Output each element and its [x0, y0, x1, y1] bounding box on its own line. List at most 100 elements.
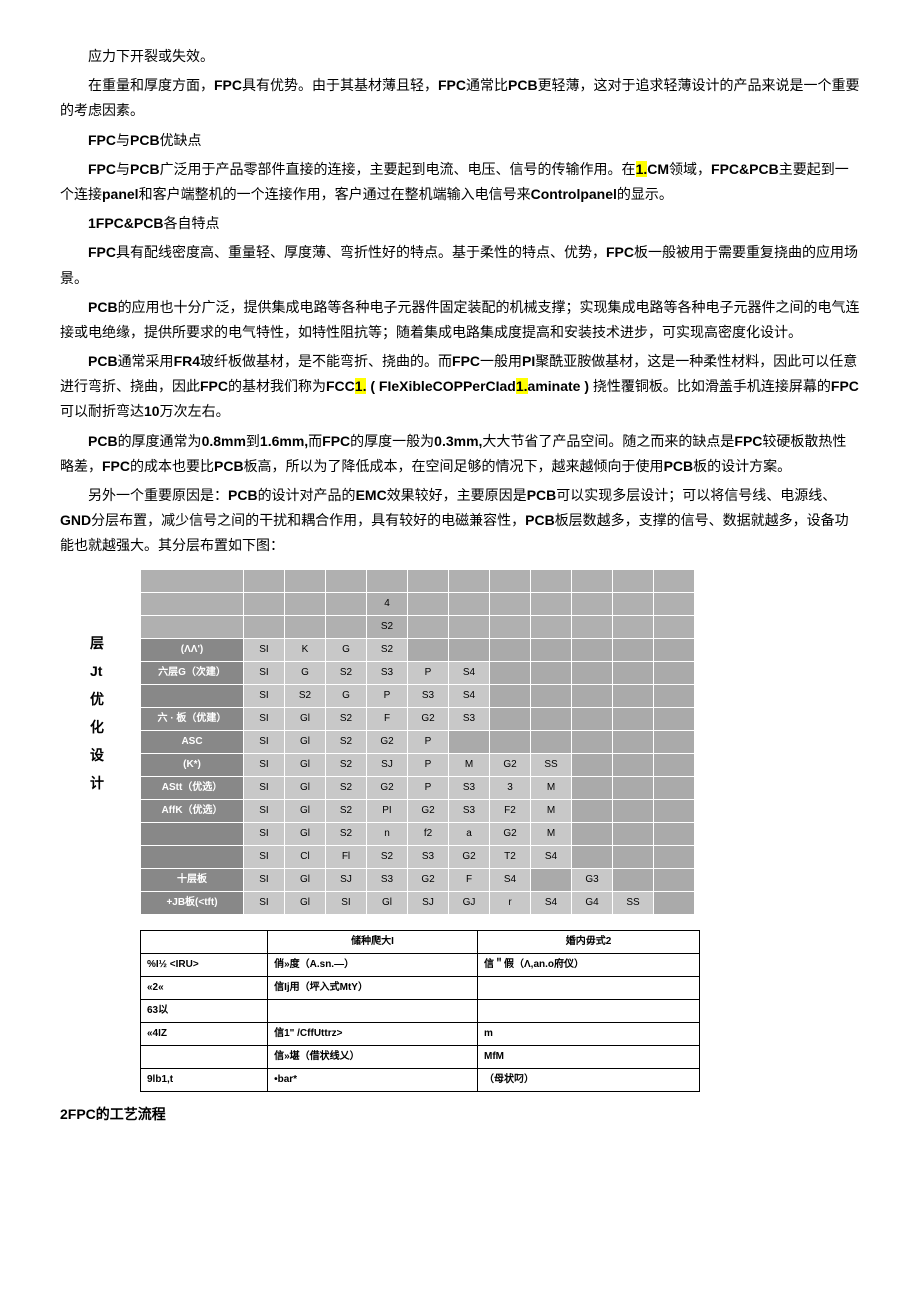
table-row: 十层板SIGlSJS3G2FS4G3 [141, 868, 695, 891]
table-cell [326, 569, 367, 592]
table-cell: S2 [326, 661, 367, 684]
table-cell [531, 684, 572, 707]
table-cell [613, 868, 654, 891]
side-label: 计 [90, 769, 104, 797]
row-label: AffK（优选） [141, 799, 244, 822]
table-cell: S4 [449, 684, 490, 707]
paragraph: FPC具有配线密度高、重量轻、厚度薄、弯折性好的特点。基于柔性的特点、优势，FP… [60, 240, 860, 290]
table-cell: M [449, 753, 490, 776]
text: 具有配线密度高、重量轻、厚度薄、弯折性好的特点。基于柔性的特点、优势， [116, 244, 606, 260]
row-label: AStt（优选） [141, 776, 244, 799]
text: Controlpanel [531, 186, 617, 202]
text: FPC [322, 433, 350, 449]
table-cell [141, 1045, 268, 1068]
table-cell: G2 [367, 730, 408, 753]
text: FPC [734, 433, 762, 449]
table-cell: S2 [326, 799, 367, 822]
text: FR4 [174, 353, 200, 369]
table-cell [654, 776, 695, 799]
table-row: 六层G（次建）SIGS2S3PS4 [141, 661, 695, 684]
row-label [141, 684, 244, 707]
table-cell [490, 707, 531, 730]
table-cell: F [367, 707, 408, 730]
table-cell [141, 615, 244, 638]
table-cell: F2 [490, 799, 531, 822]
table-cell [613, 569, 654, 592]
table-cell: S3 [449, 707, 490, 730]
text: 的应用也十分广泛，提供集成电路等各种电子元器件固定装配的机械支撑；实现集成电路等… [60, 299, 860, 340]
paragraph: FPC与PCB广泛用于产品零部件直接的连接，主要起到电流、电压、信号的传输作用。… [60, 157, 860, 207]
text: 领域， [669, 161, 711, 177]
table-cell: G2 [490, 822, 531, 845]
text: 在重量和厚度方面， [88, 77, 214, 93]
text: 优缺点 [160, 132, 202, 148]
table-header-row [141, 569, 695, 592]
paragraph: PCB通常采用FR4玻纤板做基材，是不能弯折、挠曲的。而FPC一般用PI聚酰亚胺… [60, 349, 860, 425]
table-cell: G3 [572, 868, 613, 891]
paragraph: PCB的厚度通常为0.8mm到1.6mm,而FPC的厚度一般为0.3mm,大大节… [60, 429, 860, 479]
table-cell [408, 569, 449, 592]
text: 的工艺流程 [96, 1106, 166, 1122]
table-cell [654, 822, 695, 845]
table-cell [572, 845, 613, 868]
table-cell [613, 615, 654, 638]
table-cell: SI [244, 799, 285, 822]
table-cell: 63以 [141, 999, 268, 1022]
table-cell [478, 999, 700, 1022]
table-cell: S3 [367, 661, 408, 684]
table-cell: Gl [285, 776, 326, 799]
text: 广泛用于产品零部件直接的连接，主要起到电流、电压、信号的传输作用。在 [160, 161, 636, 177]
text: 而 [308, 433, 322, 449]
table-cell: m [478, 1022, 700, 1045]
table-cell: 信1" /CffUttrz> [268, 1022, 478, 1045]
text: PCB [130, 132, 160, 148]
table-cell [572, 684, 613, 707]
text: 板高，所以为了降低成本，在空间足够的情况下，越来越倾向于使用 [244, 458, 664, 474]
table-cell: S4 [531, 891, 572, 914]
text: 的厚度通常为 [118, 433, 202, 449]
table-cell [141, 569, 244, 592]
side-label: 层 [90, 629, 104, 657]
text: PCB [664, 458, 694, 474]
table-row: AffK（优选）SIGlS2PIG2S3F2M [141, 799, 695, 822]
table-cell: P [408, 661, 449, 684]
table-cell: S2 [326, 776, 367, 799]
table-cell: SJ [367, 753, 408, 776]
table-cell: SI [244, 707, 285, 730]
table-cell: G2 [367, 776, 408, 799]
text: ( [366, 378, 378, 394]
table-cell: 信Ij用（坪入式MtY） [268, 976, 478, 999]
table-cell [613, 753, 654, 776]
paragraph: 另外一个重要原因是：PCB的设计对产品的EMC效果较好，主要原因是PCB可以实现… [60, 483, 860, 559]
table-cell: S2 [367, 638, 408, 661]
text: 具有优势。由于其基材薄且轻， [242, 77, 438, 93]
table-cell [490, 615, 531, 638]
table-cell [613, 707, 654, 730]
table-cell: Gl [285, 730, 326, 753]
table-cell: S3 [367, 868, 408, 891]
text: PCB [130, 161, 160, 177]
table-cell: S3 [408, 684, 449, 707]
table-header: 婚内毋式2 [478, 930, 700, 953]
table-cell [408, 592, 449, 615]
side-label: Jt [90, 657, 104, 685]
pcb-layer-table: 4S2(ΛΛ')SIKGS2六层G（次建）SIGS2S3PS4SIS2GPS3S… [140, 569, 695, 915]
table-cell [572, 776, 613, 799]
table-cell [572, 799, 613, 822]
table-cell [244, 615, 285, 638]
text: PCB [228, 487, 258, 503]
table-cell [449, 638, 490, 661]
section-heading: 2FPC的工艺流程 [60, 1102, 860, 1127]
table-cell: n [367, 822, 408, 845]
row-label [141, 822, 244, 845]
text: FCC [326, 378, 355, 394]
text: 另外一个重要原因是： [88, 487, 228, 503]
table-cell: SI [244, 868, 285, 891]
table-cell: G4 [572, 891, 613, 914]
table-cell [449, 592, 490, 615]
table-cell [654, 615, 695, 638]
table-cell: SJ [408, 891, 449, 914]
table-cell: SJ [326, 868, 367, 891]
table-cell [654, 799, 695, 822]
table-cell [326, 592, 367, 615]
